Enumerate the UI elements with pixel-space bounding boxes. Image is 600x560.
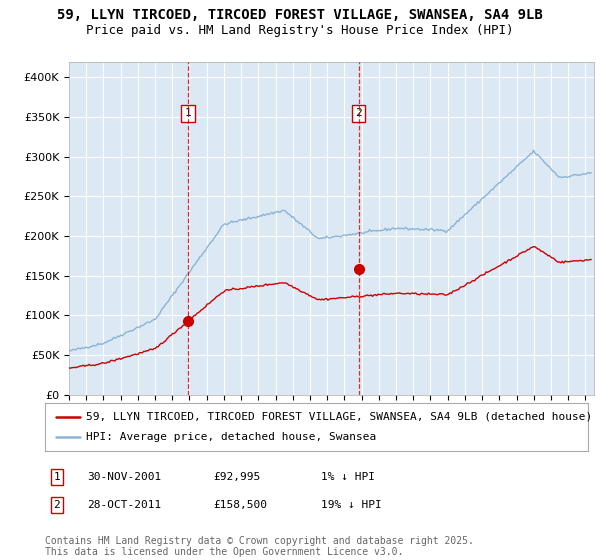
Text: 59, LLYN TIRCOED, TIRCOED FOREST VILLAGE, SWANSEA, SA4 9LB: 59, LLYN TIRCOED, TIRCOED FOREST VILLAGE… bbox=[57, 8, 543, 22]
Text: 28-OCT-2011: 28-OCT-2011 bbox=[87, 500, 161, 510]
Text: £158,500: £158,500 bbox=[213, 500, 267, 510]
Text: Price paid vs. HM Land Registry's House Price Index (HPI): Price paid vs. HM Land Registry's House … bbox=[86, 24, 514, 36]
Text: 19% ↓ HPI: 19% ↓ HPI bbox=[321, 500, 382, 510]
Text: 1% ↓ HPI: 1% ↓ HPI bbox=[321, 472, 375, 482]
Text: £92,995: £92,995 bbox=[213, 472, 260, 482]
Text: Contains HM Land Registry data © Crown copyright and database right 2025.
This d: Contains HM Land Registry data © Crown c… bbox=[45, 535, 474, 557]
Text: 1: 1 bbox=[53, 472, 61, 482]
Text: 30-NOV-2001: 30-NOV-2001 bbox=[87, 472, 161, 482]
Text: 59, LLYN TIRCOED, TIRCOED FOREST VILLAGE, SWANSEA, SA4 9LB (detached house): 59, LLYN TIRCOED, TIRCOED FOREST VILLAGE… bbox=[86, 412, 592, 422]
Text: HPI: Average price, detached house, Swansea: HPI: Average price, detached house, Swan… bbox=[86, 432, 376, 442]
Text: 1: 1 bbox=[185, 108, 191, 118]
Text: 2: 2 bbox=[355, 108, 362, 118]
Text: 2: 2 bbox=[53, 500, 61, 510]
